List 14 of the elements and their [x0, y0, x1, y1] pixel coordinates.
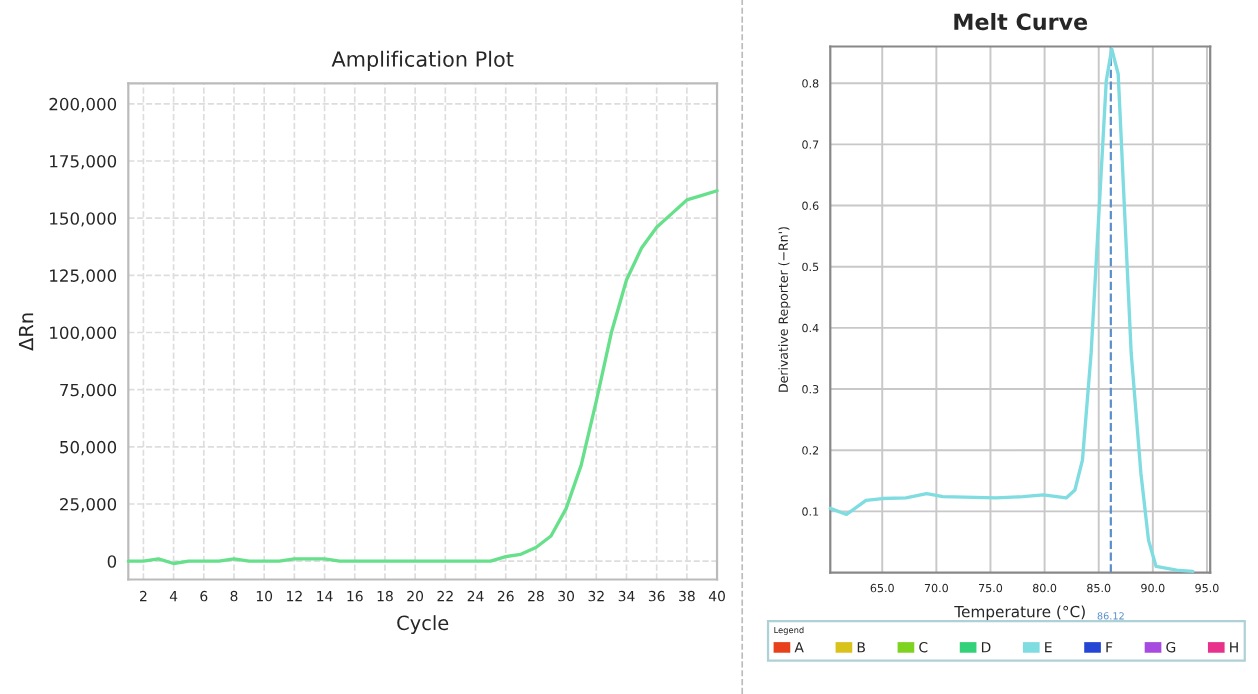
y-tick-label: 50,000: [60, 440, 117, 456]
y-tick-label: 100,000: [50, 326, 117, 341]
y-axis-title: ΔRn: [18, 313, 34, 351]
y-tick-label: 200,000: [49, 97, 117, 113]
y-tick-label: 175,000: [50, 154, 117, 170]
y-tick-label: 125,000: [50, 269, 117, 284]
y-tick-label: 0: [107, 555, 117, 568]
line-series: [126, 189, 719, 566]
chart-title: Amplification Plot: [331, 50, 514, 71]
y-tick-label: 75,000: [60, 383, 117, 398]
x-axis-title: Cycle: [397, 615, 449, 634]
y-tick-label: 25,000: [60, 497, 117, 513]
y-tick-label: 150,000: [50, 212, 117, 227]
chart-title: Melt Curve: [954, 12, 1088, 31]
